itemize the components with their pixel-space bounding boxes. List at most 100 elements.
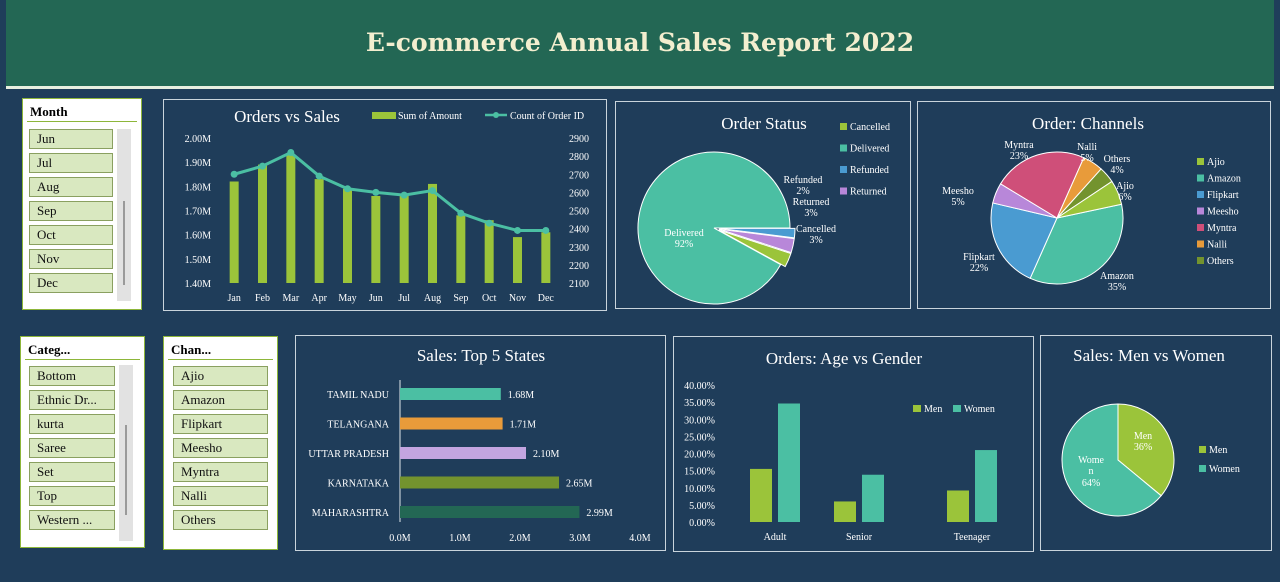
month-slicer-item-sep[interactable]: Sep xyxy=(29,201,113,221)
data-label: Ajio xyxy=(1116,181,1134,192)
channel-slicer-item-nalli[interactable]: Nalli xyxy=(173,486,268,506)
chart-title: Sales: Top 5 States xyxy=(417,346,545,365)
data-label: 3% xyxy=(804,208,817,219)
data-label: Amazon xyxy=(1100,271,1134,282)
month-slicer-item-jul[interactable]: Jul xyxy=(29,153,113,173)
x-axis-tick: Oct xyxy=(482,293,497,304)
men-vs-women-panel: Sales: Men vs Women Men 36% Wome n 64% Men Wome… xyxy=(1040,335,1272,551)
category-slicer-item-western[interactable]: Western ... xyxy=(29,510,115,530)
x-axis-tick: 0.0M xyxy=(389,533,411,544)
category-slicer-item-saree[interactable]: Saree xyxy=(29,438,115,458)
legend-swatch-others xyxy=(1197,257,1204,264)
line-point-jun xyxy=(372,188,380,196)
y-axis-tick: 25.00% xyxy=(684,432,715,443)
channel-slice-ajio xyxy=(1056,180,1123,219)
report-header: E-commerce Annual Sales Report 2022 xyxy=(6,0,1274,89)
data-label: 35% xyxy=(1108,282,1126,293)
month-slicer-scrollbar[interactable] xyxy=(117,129,131,301)
state-label-telangana: TELANGANA xyxy=(327,420,389,431)
month-slicer-item-aug[interactable]: Aug xyxy=(29,177,113,197)
data-label: 36% xyxy=(1134,442,1152,453)
legend-label: Sum of Amount xyxy=(398,111,462,122)
month-slicer[interactable]: Month Jun Jul Aug Sep Oct Nov Dec xyxy=(22,98,142,310)
chart-title: Sales: Men vs Women xyxy=(1073,346,1225,365)
left-axis-tick: 2.00M xyxy=(185,134,212,145)
channel-slicer-item-others[interactable]: Others xyxy=(173,510,268,530)
bar-senior-men xyxy=(834,501,856,522)
legend-swatch-women xyxy=(953,405,961,412)
line-point-jul xyxy=(400,191,408,199)
bar-adult-men xyxy=(750,468,772,522)
right-axis-tick: 2600 xyxy=(569,188,589,199)
data-label: Flipkart xyxy=(963,252,995,263)
legend-swatch-flipkart xyxy=(1197,191,1204,198)
legend-swatch-amazon xyxy=(1197,174,1204,182)
data-label: Others xyxy=(1104,154,1131,165)
line-point-nov xyxy=(514,226,521,234)
status-slice-delivered xyxy=(637,151,791,305)
right-axis-tick: 2500 xyxy=(569,207,589,218)
channel-slicer-item-myntra[interactable]: Myntra xyxy=(173,462,268,482)
channel-slicer-item-flipkart[interactable]: Flipkart xyxy=(173,414,268,434)
channel-slicer-item-ajio[interactable]: Ajio xyxy=(173,366,268,386)
bar-mar xyxy=(286,154,296,283)
legend-swatch-delivered xyxy=(840,144,847,152)
data-label: Wome xyxy=(1078,455,1104,466)
channel-slice-myntra xyxy=(999,151,1085,219)
data-label: 1.71M xyxy=(510,420,536,431)
category-slicer[interactable]: Categ... Bottom Ethnic Dr... kurta Saree Set T… xyxy=(20,336,145,548)
order-status-panel: Order Status Delivered 92% Refunded 2% Return… xyxy=(615,101,911,309)
state-label-maharashtra: MAHARASHTRA xyxy=(312,508,390,519)
category-slicer-item-bottom[interactable]: Bottom xyxy=(29,366,115,386)
month-slicer-item-jun[interactable]: Jun xyxy=(29,129,113,149)
legend-label: Amazon xyxy=(1207,174,1241,185)
chart-title: Order Status xyxy=(721,114,806,133)
top-states-panel: Sales: Top 5 States TAMIL NADU 1.68M TELANG… xyxy=(295,335,666,551)
category-slicer-title: Categ... xyxy=(28,342,71,357)
bar-nov xyxy=(513,237,522,283)
category-slicer-item-kurta[interactable]: kurta xyxy=(29,414,115,434)
slicer-divider xyxy=(168,359,273,360)
legend-label: Delivered xyxy=(850,144,889,155)
data-label: 23% xyxy=(1010,151,1028,162)
data-label: Delivered xyxy=(664,228,703,239)
y-axis-tick: 40.00% xyxy=(684,381,715,392)
data-label: 6% xyxy=(1118,192,1131,203)
channel-slicer-item-amazon[interactable]: Amazon xyxy=(173,390,268,410)
legend-label: Refunded xyxy=(850,165,889,176)
data-label: 1.68M xyxy=(508,390,535,401)
scrollbar-thumb[interactable] xyxy=(123,201,125,285)
bar-may xyxy=(343,188,352,283)
data-label: Nalli xyxy=(1077,142,1097,153)
bar-oct xyxy=(484,220,494,283)
channel-slicer[interactable]: Chan... Ajio Amazon Flipkart Meesho Myntra Nal… xyxy=(163,336,278,550)
legend-label: Myntra xyxy=(1207,223,1237,234)
left-axis-tick: 1.50M xyxy=(185,255,212,266)
order-channels-panel: Order: Channels Amazon 35% Flipkart 22% Meesh… xyxy=(917,101,1271,309)
data-label: Men xyxy=(1134,431,1152,442)
y-axis-tick: 35.00% xyxy=(684,398,715,409)
scrollbar-thumb[interactable] xyxy=(125,425,127,515)
channel-slicer-item-meesho[interactable]: Meesho xyxy=(173,438,268,458)
month-slicer-item-oct[interactable]: Oct xyxy=(29,225,113,245)
month-slicer-item-dec[interactable]: Dec xyxy=(29,273,113,293)
right-axis-tick: 2400 xyxy=(569,225,589,236)
data-label: Myntra xyxy=(1004,140,1034,151)
month-slicer-item-nov[interactable]: Nov xyxy=(29,249,113,269)
legend-label: Count of Order ID xyxy=(510,111,584,122)
right-axis-tick: 2100 xyxy=(569,279,589,290)
line-point-mar xyxy=(287,149,295,156)
category-slicer-item-ethnic-dr[interactable]: Ethnic Dr... xyxy=(29,390,115,410)
y-axis-tick: 10.00% xyxy=(684,484,715,495)
bar-jul xyxy=(399,193,409,283)
right-axis-tick: 2200 xyxy=(569,261,589,272)
legend-swatch-men xyxy=(913,405,921,412)
state-label-uttar-pradesh: UTTAR PRADESH xyxy=(308,449,389,460)
bar-teenager-men xyxy=(947,490,969,522)
legend-swatch-refunded xyxy=(840,166,847,173)
bar-tamil-nadu xyxy=(400,388,501,400)
category-slicer-item-set[interactable]: Set xyxy=(29,462,115,482)
category-slicer-scrollbar[interactable] xyxy=(119,365,133,541)
x-axis-tick: 1.0M xyxy=(449,533,471,544)
category-slicer-item-top[interactable]: Top xyxy=(29,486,115,506)
